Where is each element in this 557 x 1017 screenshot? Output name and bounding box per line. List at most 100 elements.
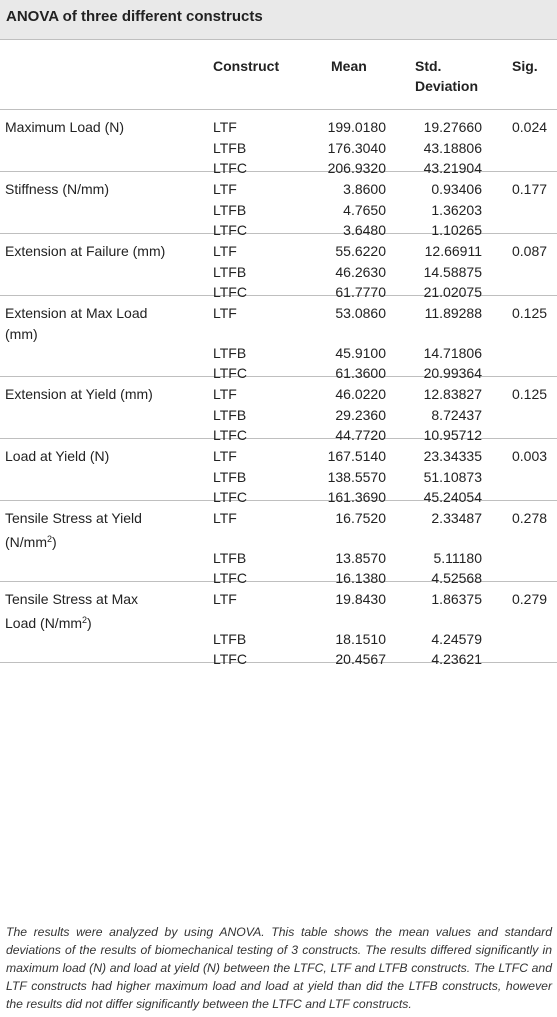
significance-value: 0.125 [512,386,548,402]
metric-group: Stiffness (N/mm) 0.177 LTF 3.8600 0.93406 LTF… [0,172,557,238]
metric-label: Stiffness (N/mm) [5,179,109,200]
table-row: LTFB 18.1510 4.24579 [0,628,557,650]
metric-label: Tensile Stress at Yield (N/mm2) [5,508,142,553]
construct-cell: LTF [213,591,237,607]
metric-label: Extension at Failure (mm) [5,241,165,262]
std-deviation-cell: 4.23621 [431,651,482,667]
std-deviation-cell: 19.27660 [423,119,482,135]
mean-cell: 61.7770 [335,284,386,300]
construct-cell: LTFC [213,365,247,381]
table-row: LTFC 61.7770 21.02075 [0,281,557,303]
table-row: LTF 46.0220 12.83827 [0,383,557,405]
table-row: LTFB 45.9100 14.71806 [0,342,557,364]
table-row: LTF 19.8430 1.86375 [0,588,557,610]
construct-cell: LTFC [213,284,247,300]
std-deviation-cell: 12.83827 [423,386,482,402]
metric-label-line1: Extension at Yield (mm) [5,386,153,402]
std-deviation-cell: 12.66911 [424,243,482,259]
construct-cell: LTF [213,119,237,135]
table-row: LTFC 206.9320 43.21904 [0,157,557,179]
metric-label-line2: (mm) [5,324,147,345]
metric-label: Load at Yield (N) [5,446,109,467]
metric-group: Extension at Yield (mm) 0.125 LTF 46.0220 12… [0,377,557,443]
mean-cell: 161.3690 [327,489,386,505]
std-deviation-cell: 0.93406 [431,181,482,197]
construct-cell: LTFC [213,222,247,238]
metric-label: Maximum Load (N) [5,117,124,138]
construct-cell: LTFC [213,651,247,667]
table-title: ANOVA of three different constructs [0,0,557,40]
metric-group: Extension at Failure (mm) 0.087 LTF 55.6220… [0,234,557,300]
metric-label-line1: Tensile Stress at Max [5,591,139,607]
table-row: LTF 199.0180 19.27660 [0,116,557,138]
table-row: LTFC 20.4567 4.23621 [0,648,557,670]
construct-cell: LTFB [213,140,247,156]
header-sig: Sig. [512,58,538,74]
table-row: LTFC 44.7720 10.95712 [0,424,557,446]
construct-cell: LTF [213,386,237,402]
mean-cell: 199.0180 [327,119,386,135]
mean-cell: 3.6480 [343,222,386,238]
std-deviation-cell: 51.10873 [423,469,482,485]
metric-label-superscript: 2 [82,615,88,625]
mean-cell: 3.8600 [343,181,386,197]
metric-group: Tensile Stress at Max Load (N/mm2) 0.279 LT… [0,582,557,667]
significance-value: 0.087 [512,243,548,259]
std-deviation-cell: 43.21904 [423,160,482,176]
table-row: LTFC 16.1380 4.52568 [0,567,557,589]
metric-label: Extension at Max Load (mm) [5,303,147,345]
std-deviation-cell: 43.18806 [423,140,482,156]
metric-label-suffix: ) [87,615,92,631]
table-row: LTF 16.7520 2.33487 [0,507,557,529]
metric-label: Extension at Yield (mm) [5,384,153,405]
std-deviation-cell: 14.58875 [423,264,482,280]
std-deviation-cell: 5.11180 [433,550,482,566]
table-row: LTFC 161.3690 45.24054 [0,486,557,508]
significance-value: 0.024 [512,119,548,135]
metric-label-line1: Extension at Failure (mm) [5,243,166,259]
mean-cell: 45.9100 [335,345,386,361]
header-construct: Construct [213,58,280,74]
construct-cell: LTFB [213,202,247,218]
metric-label-line2: Load (N/mm2) [5,610,138,634]
significance-value: 0.279 [512,591,548,607]
std-deviation-cell: 45.24054 [423,489,482,505]
header-std-line2: Deviation [415,78,479,94]
table-row: LTFB 46.2630 14.58875 [0,261,557,283]
metric-label-suffix: ) [52,534,57,550]
construct-cell: LTF [213,305,237,321]
table-row: LTFC 61.3600 20.99364 [0,362,557,384]
metric-group: Maximum Load (N) 0.024 LTF 199.0180 19.27660… [0,110,557,176]
header-mean: Mean [331,58,367,74]
significance-value: 0.278 [512,510,548,526]
mean-cell: 46.2630 [335,264,386,280]
std-deviation-cell: 4.52568 [431,570,482,586]
std-deviation-cell: 1.36203 [431,202,482,218]
table-row: LTF 53.0860 11.89288 [0,302,557,324]
mean-cell: 29.2360 [335,407,386,423]
metric-label-unit: (mm) [5,326,38,342]
metric-label-line1: Tensile Stress at Yield [5,510,142,526]
construct-cell: LTFB [213,407,247,423]
table-row: LTFB 29.2360 8.72437 [0,404,557,426]
std-deviation-cell: 10.95712 [423,427,482,443]
mean-cell: 13.8570 [335,550,386,566]
mean-cell: 167.5140 [327,448,386,464]
construct-cell: LTFB [213,550,247,566]
mean-cell: 16.1380 [335,570,386,586]
mean-cell: 46.0220 [335,386,386,402]
table-header-row: Construct Mean Std. Deviation Sig. [0,40,557,110]
std-deviation-cell: 21.02075 [423,284,482,300]
construct-cell: LTFC [213,570,247,586]
header-std-line1: Std. [415,58,442,74]
metric-label-line1: Extension at Max Load [5,305,148,321]
significance-value: 0.003 [512,448,548,464]
table-row: LTFB 176.3040 43.18806 [0,137,557,159]
metric-group: Extension at Max Load (mm) 0.125 LTF 53.0860… [0,296,557,381]
metric-label-line1: Load at Yield (N) [5,448,110,464]
mean-cell: 206.9320 [327,160,386,176]
mean-cell: 44.7720 [335,427,386,443]
table-row: LTFC 3.6480 1.10265 [0,219,557,241]
mean-cell: 19.8430 [335,591,386,607]
